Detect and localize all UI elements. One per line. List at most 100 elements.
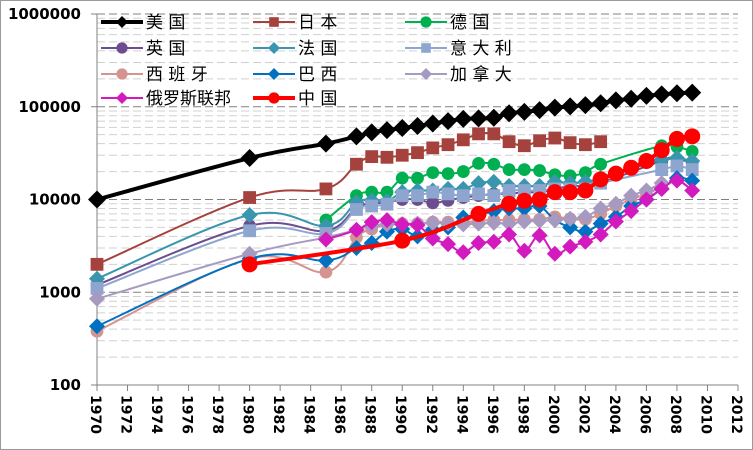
x-tick-label: 1972 [118,395,134,434]
legend-label: 美 国 [146,13,185,33]
data-point [485,233,502,250]
data-point [426,185,440,199]
data-point [533,134,546,148]
data-point [470,205,487,222]
x-tick-label: 2002 [575,395,591,434]
data-point [456,189,470,203]
data-point [365,199,379,213]
data-point [594,135,608,149]
legend-marker [421,43,431,53]
data-point [393,119,412,138]
x-tick-label: 2012 [728,395,744,434]
y-tick-label: 1000000 [8,5,81,23]
legend-marker [268,68,280,80]
legend-label: 巴 西 [298,65,337,85]
data-point [592,215,609,232]
data-point [607,213,624,230]
data-point [562,210,579,227]
data-point [365,150,379,164]
data-point [380,150,394,164]
data-point [441,138,455,152]
legend-label: 西 班 牙 [146,65,208,85]
data-point [655,163,669,177]
x-tick-label: 1994 [453,395,469,434]
x-tick-labels: 1970 1972 1974 1976 1978 1980 1982 1984 1986 1988… [87,395,744,434]
data-point [484,108,503,127]
legend-item: 意 大 利 [405,39,512,59]
data-point [531,191,548,208]
x-tick-label: 2004 [606,395,622,434]
data-point [516,242,533,259]
x-tick-label: 1984 [301,395,317,434]
data-point [591,94,610,113]
data-point [562,219,579,236]
data-point [501,215,518,232]
data-point [365,185,379,199]
data-point [502,135,516,149]
x-tick-label: 1970 [87,395,103,434]
data-point [243,224,257,238]
y-tick-labels: 100 1000 10000 100000 1000000 [8,5,81,394]
legend-item: 美 国 [101,13,185,33]
legend-marker [420,68,432,80]
data-point [561,97,580,116]
y-tick-label: 1000 [39,283,81,301]
legend-marker [116,68,128,80]
data-point [409,217,426,234]
data-point [350,203,363,216]
x-tick-label: 1980 [240,395,256,434]
data-point [592,226,609,243]
x-tick-label: 1978 [209,395,225,434]
y-tick-label: 100000 [18,98,81,116]
data-point [395,171,409,185]
legend-marker [116,92,128,104]
data-point [317,231,334,248]
data-point [423,114,442,133]
data-point [487,127,501,141]
data-point [350,157,363,171]
data-point [533,164,546,177]
data-point [90,257,104,271]
data-point [592,171,609,188]
legend-marker [420,16,432,28]
data-point [670,159,684,173]
data-point [487,157,501,171]
data-point [637,86,656,105]
legend-item: 中 国 [253,89,337,109]
y-tick-label: 100 [50,376,81,394]
data-point [530,101,549,120]
data-point [531,227,548,244]
data-point [411,189,424,203]
legend-item: 德 国 [405,13,489,33]
x-tick-label: 1986 [331,395,347,434]
data-point [548,131,562,145]
legend-marker [269,17,279,27]
series-10 [241,128,701,273]
x-tick-label: 1990 [392,395,408,434]
x-tick-label: 1998 [514,395,530,434]
data-point [319,182,333,196]
legend-marker [268,92,280,104]
x-tick-label: 1992 [423,395,439,434]
data-point [607,195,624,212]
data-point [487,189,501,203]
data-point [426,166,440,179]
data-point [501,195,518,212]
data-point [562,238,579,255]
data-point [563,136,577,150]
x-tick-label: 1988 [362,395,378,434]
data-point [500,104,519,123]
data-point [685,163,699,177]
y-tick-label: 10000 [29,191,81,209]
legend-label: 俄罗斯联邦 [146,89,231,109]
data-point [502,163,516,177]
data-point [88,190,106,209]
legend-item: 加 拿 大 [405,64,512,85]
data-point [501,226,518,243]
legend-label: 法 国 [298,39,337,59]
data-point [440,236,457,253]
legend-item: 巴 西 [253,65,337,85]
data-point [577,223,594,240]
data-point [472,157,485,170]
data-point [485,214,502,231]
